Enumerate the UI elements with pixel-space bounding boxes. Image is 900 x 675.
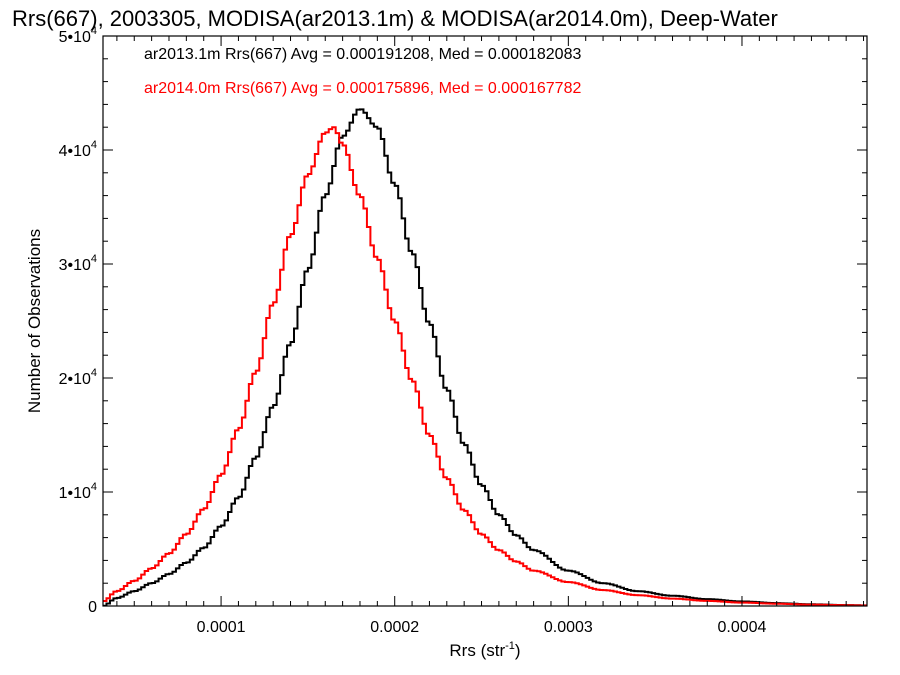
series-line-2 — [103, 126, 867, 606]
y-tick-label: 4•104 — [59, 139, 97, 160]
y-tick-label-exponent: 4 — [91, 139, 97, 151]
legend-entry-ar2013: ar2013.1m Rrs(667) Avg = 0.000191208, Me… — [144, 46, 581, 63]
legend-entry-ar2014: ar2014.0m Rrs(667) Avg = 0.000175896, Me… — [144, 80, 581, 97]
y-tick-label: 2•104 — [59, 367, 97, 388]
plot-frame — [102, 35, 868, 607]
x-tick-label: 0.0002 — [370, 619, 419, 636]
y-tick-label-base: 0 — [88, 599, 97, 616]
x-axis-label-exponent: -1 — [505, 640, 515, 652]
y-tick-label-exponent: 4 — [91, 367, 97, 379]
x-axis-label-close: ) — [515, 641, 521, 660]
y-tick-label: 3•104 — [59, 253, 97, 274]
y-tick-label-base: 4•10 — [59, 143, 91, 160]
y-axis-label: Number of Observations — [25, 229, 44, 413]
y-tick-label-exponent: 4 — [91, 25, 97, 37]
x-axis-label: Rrs (str-1) — [449, 640, 520, 660]
y-tick-label-base: 3•10 — [59, 257, 91, 274]
y-tick-label-base: 1•10 — [59, 485, 91, 502]
x-axis-label-text: Rrs (str — [449, 641, 505, 660]
y-tick-label: 0 — [88, 599, 97, 616]
y-tick-label-exponent: 4 — [91, 481, 97, 493]
y-tick-label-base: 2•10 — [59, 371, 91, 388]
series-line-1 — [103, 108, 867, 606]
x-tick-label: 0.0004 — [718, 619, 767, 636]
x-tick-label: 0.0001 — [197, 619, 246, 636]
y-tick-label: 5•104 — [59, 25, 97, 46]
chart-title: Rrs(667), 2003305, MODISA(ar2013.1m) & M… — [12, 6, 778, 31]
y-tick-label-base: 5•10 — [59, 29, 91, 46]
x-tick-label: 0.0003 — [544, 619, 593, 636]
y-tick-label: 1•104 — [59, 481, 97, 502]
y-tick-label-exponent: 4 — [91, 253, 97, 265]
